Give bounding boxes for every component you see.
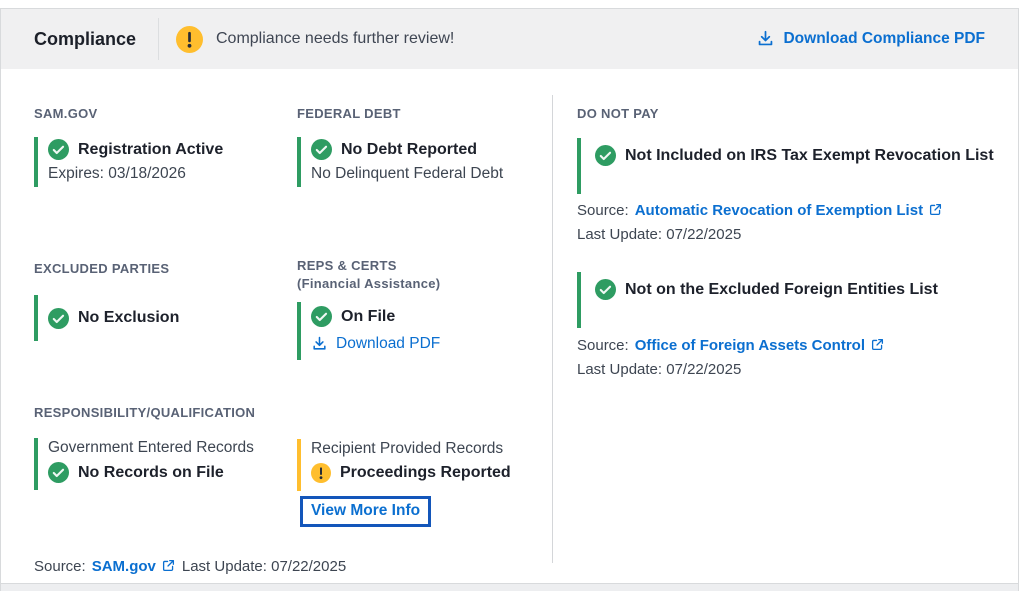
reps-certs-heading: REPS & CERTS: [297, 258, 397, 273]
column-divider: [552, 95, 553, 563]
recipient-records-item: Recipient Provided Records Proceedings R…: [297, 439, 547, 491]
dnp-foreign-source-line: Source: Office of Foreign Assets Control: [577, 337, 1005, 354]
reps-certs-status: On File: [341, 307, 396, 325]
section-heading-reps-certs: REPS & CERTS (Financial Assistance): [297, 257, 547, 293]
view-more-info-link[interactable]: View More Info: [300, 496, 432, 527]
sam-gov-source-link-label: SAM.gov: [91, 558, 156, 575]
download-compliance-pdf-link[interactable]: Download Compliance PDF: [756, 30, 985, 49]
section-heading-federal-debt: FEDERAL DEBT: [297, 106, 401, 121]
section-heading-do-not-pay: DO NOT PAY: [577, 106, 659, 121]
excluded-parties-status: No Exclusion: [78, 309, 180, 326]
federal-debt-status: No Debt Reported: [341, 140, 477, 158]
header-divider: [158, 18, 159, 60]
external-link-icon: [871, 338, 884, 351]
reps-certs-download-pdf-link[interactable]: Download PDF: [311, 335, 547, 353]
section-heading-sam-gov: SAM.GOV: [34, 106, 98, 121]
check-icon: [595, 279, 616, 300]
section-heading-responsibility: RESPONSIBILITY/QUALIFICATION: [34, 405, 256, 420]
sam-gov-source-link[interactable]: SAM.gov: [92, 558, 176, 575]
check-icon: [48, 462, 69, 483]
government-records-status: No Records on File: [78, 463, 224, 481]
external-link-icon: [930, 203, 942, 216]
dnp-irs-status: Not Included on IRS Tax Exempt Revocatio…: [625, 146, 994, 164]
panel-last-update: Last Update: 07/22/2025: [181, 558, 347, 575]
check-icon: [48, 139, 69, 160]
download-icon: [313, 336, 326, 350]
dnp-irs-source-line: Source: Automatic Revocation of Exemptio…: [577, 202, 1005, 219]
compliance-header: Compliance Compliance needs further revi…: [1, 9, 1018, 69]
source-prefix: Source:: [577, 202, 629, 219]
check-icon: [48, 307, 69, 329]
sam-gov-expires: Expires: 03/18/2026: [48, 165, 186, 182]
dnp-foreign-last-update: Last Update: 07/22/2025: [577, 361, 742, 378]
compliance-panel: Compliance Compliance needs further revi…: [0, 8, 1019, 591]
check-icon: [311, 139, 332, 160]
dnp-irs-source-link-label: Automatic Revocation of Exemption List: [634, 202, 924, 219]
sam-gov-status: Registration Active: [78, 140, 224, 158]
dnp-irs-last-update: Last Update: 07/22/2025: [577, 226, 742, 243]
panel-source-line: Source: SAM.gov Last Update: 07/22/2025: [34, 558, 346, 575]
dnp-irs-status-item: Not Included on IRS Tax Exempt Revocatio…: [577, 138, 1005, 194]
reps-certs-status-item: On File Download PDF: [297, 302, 547, 360]
dnp-irs-source-link[interactable]: Automatic Revocation of Exemption List: [635, 202, 943, 219]
excluded-parties-status-item: No Exclusion: [34, 295, 284, 341]
recipient-records-status: Proceedings Reported: [340, 464, 511, 481]
warning-icon: [311, 463, 331, 483]
dnp-foreign-status-item: Not on the Excluded Foreign Entities Lis…: [577, 272, 1005, 328]
check-icon: [595, 145, 616, 166]
column-right: DO NOT PAY Not Included on IRS Tax Exemp…: [577, 106, 1005, 378]
federal-debt-detail: No Delinquent Federal Debt: [311, 165, 504, 182]
warning-icon: [176, 25, 203, 53]
download-icon: [759, 30, 773, 45]
dnp-foreign-source-link-label: Office of Foreign Assets Control: [634, 337, 865, 354]
sam-gov-status-item: Registration Active Expires: 03/18/2026: [34, 137, 284, 187]
source-prefix: Source:: [577, 337, 629, 354]
section-heading-excluded-parties: EXCLUDED PARTIES: [34, 261, 170, 276]
download-compliance-pdf-label: Download Compliance PDF: [783, 30, 985, 47]
recipient-records-label: Recipient Provided Records: [311, 440, 504, 457]
next-section-edge: [0, 583, 1019, 591]
reps-certs-download-pdf-label: Download PDF: [336, 335, 441, 352]
compliance-alert-text: Compliance needs further review!: [216, 30, 455, 47]
federal-debt-status-item: No Debt Reported No Delinquent Federal D…: [297, 137, 547, 187]
government-records-item: Government Entered Records No Records on…: [34, 438, 284, 490]
check-icon: [311, 306, 332, 327]
page-title: Compliance: [34, 28, 137, 49]
government-records-label: Government Entered Records: [48, 439, 254, 456]
column-middle: FEDERAL DEBT No Debt Reported No Delinqu…: [297, 106, 547, 527]
dnp-foreign-status: Not on the Excluded Foreign Entities Lis…: [625, 280, 938, 298]
external-link-icon: [162, 559, 174, 572]
source-prefix: Source:: [34, 558, 86, 575]
column-left: SAM.GOV Registration Active Expires: 03/…: [34, 106, 284, 490]
dnp-foreign-source-link[interactable]: Office of Foreign Assets Control: [635, 337, 885, 354]
reps-certs-subheading: (Financial Assistance): [297, 276, 441, 291]
